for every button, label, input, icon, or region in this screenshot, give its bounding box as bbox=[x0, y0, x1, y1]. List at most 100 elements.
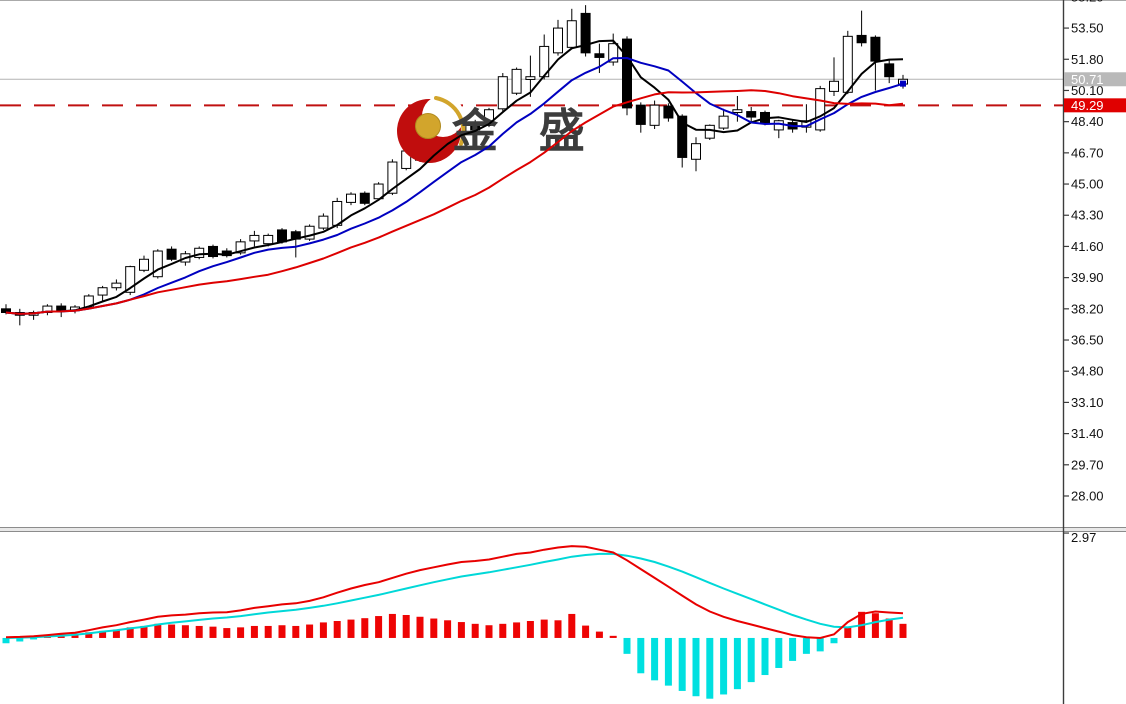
macd-histogram bbox=[2, 611, 907, 699]
candle-body bbox=[56, 305, 67, 312]
price-tick-label: 31.40 bbox=[1071, 426, 1104, 441]
candle-body bbox=[359, 192, 370, 204]
candle-body bbox=[718, 115, 729, 129]
dif-line bbox=[5, 545, 904, 640]
price-tick-label: 36.50 bbox=[1071, 333, 1104, 348]
macd-bar-up bbox=[361, 618, 369, 638]
macd-bar-up bbox=[126, 627, 134, 638]
candle-body bbox=[194, 247, 205, 258]
candle-body bbox=[111, 282, 122, 289]
macd-bar-up bbox=[168, 624, 176, 638]
macd-bar-up bbox=[540, 619, 548, 638]
candle-body bbox=[746, 111, 757, 118]
macd-bar-up bbox=[899, 623, 907, 638]
macd-bar-down bbox=[651, 637, 659, 681]
brand-logo-swoosh-icon bbox=[434, 96, 466, 146]
macd-bar-up bbox=[844, 627, 852, 638]
candle-body bbox=[856, 34, 867, 44]
candle-body bbox=[594, 53, 605, 58]
candle-body bbox=[566, 20, 577, 48]
price-tick-label: 34.80 bbox=[1071, 364, 1104, 379]
candle-body bbox=[277, 229, 287, 243]
macd-bar-up bbox=[526, 621, 534, 638]
candle-body bbox=[870, 36, 881, 62]
macd-bar-up bbox=[471, 623, 479, 638]
macd-bar-up bbox=[388, 613, 396, 638]
macd-bar-up bbox=[595, 631, 603, 638]
macd-bar-up bbox=[99, 630, 107, 638]
macd-bar-up bbox=[402, 614, 410, 638]
macd-bar-down bbox=[720, 637, 728, 695]
candle-body bbox=[511, 68, 522, 94]
candle-body bbox=[842, 35, 853, 93]
candle-body bbox=[263, 234, 274, 245]
macd-bar-down bbox=[678, 637, 686, 691]
candle-body bbox=[166, 248, 177, 260]
macd-bar-up bbox=[499, 623, 507, 638]
price-tick-label: 55.20 bbox=[1071, 0, 1104, 4]
candle-body bbox=[152, 250, 163, 278]
macd-bar-up bbox=[554, 620, 562, 638]
price-panel[interactable]: 金 盛 bbox=[0, 5, 1063, 326]
svg-text:49.29: 49.29 bbox=[1071, 98, 1104, 113]
macd-bar-up bbox=[375, 616, 383, 638]
macd-bar-down bbox=[637, 637, 645, 674]
price-tick-label: 38.20 bbox=[1071, 301, 1104, 316]
macd-bar-up bbox=[568, 613, 576, 638]
divider-groove bbox=[0, 527, 1126, 532]
macd-bar-up bbox=[513, 622, 521, 638]
candle-body bbox=[677, 115, 688, 158]
candle-body bbox=[622, 38, 632, 109]
macd-bar-down bbox=[706, 637, 714, 699]
macd-bar-down bbox=[664, 637, 672, 686]
macd-bar-up bbox=[85, 632, 93, 638]
candle-body bbox=[608, 43, 619, 63]
macd-bar-down bbox=[816, 637, 824, 652]
price-tick-label: 46.70 bbox=[1071, 145, 1104, 160]
candle-body bbox=[249, 234, 260, 242]
candle-body bbox=[553, 27, 563, 54]
macd-bar-up bbox=[112, 629, 120, 638]
candle-body bbox=[732, 109, 743, 113]
macd-bar-up bbox=[154, 623, 162, 638]
candlestick-series bbox=[1, 5, 908, 326]
macd-bar-down bbox=[789, 637, 797, 661]
candle-body bbox=[884, 63, 895, 78]
macd-bar-up bbox=[223, 628, 231, 638]
macd-bar-up bbox=[237, 627, 245, 638]
macd-bar-up bbox=[885, 618, 893, 638]
dea-line bbox=[5, 552, 904, 639]
macd-bar-up bbox=[333, 621, 341, 638]
macd-bar-up bbox=[292, 625, 300, 638]
macd-bar-up bbox=[278, 625, 286, 638]
candle-body bbox=[346, 193, 356, 203]
price-tick-label: 43.30 bbox=[1071, 208, 1104, 223]
candle-body bbox=[97, 287, 108, 296]
macd-bar-up bbox=[71, 633, 79, 638]
price-tick-label: 50.10 bbox=[1071, 83, 1104, 98]
price-tick-label: 33.10 bbox=[1071, 395, 1104, 410]
macd-bar-down bbox=[747, 637, 755, 683]
candle-body bbox=[691, 143, 701, 160]
macd-bar-down bbox=[30, 637, 38, 640]
candle-body bbox=[208, 245, 218, 258]
candle-body bbox=[829, 80, 839, 92]
ma-end-marker bbox=[900, 80, 906, 87]
macd-bar-up bbox=[195, 625, 203, 638]
ma-short-line bbox=[5, 39, 904, 315]
macd-panel[interactable] bbox=[2, 545, 907, 699]
candle-body bbox=[387, 161, 398, 194]
candle-body bbox=[235, 241, 246, 254]
macd-bar-down bbox=[2, 637, 10, 644]
price-axis[interactable]: 55.20 53.50 51.80 50.10 48.40 46.70 45.00 43.30… bbox=[1062, 0, 1126, 704]
candle-body bbox=[580, 12, 591, 54]
candle-body bbox=[635, 104, 646, 125]
ma-mid-line bbox=[5, 57, 904, 315]
macd-bar-up bbox=[319, 622, 327, 638]
candle-body bbox=[1, 308, 11, 313]
panel-divider[interactable] bbox=[0, 527, 1126, 532]
candle-body bbox=[815, 88, 826, 131]
macd-bar-up bbox=[264, 625, 272, 638]
macd-bar-down bbox=[16, 637, 24, 642]
